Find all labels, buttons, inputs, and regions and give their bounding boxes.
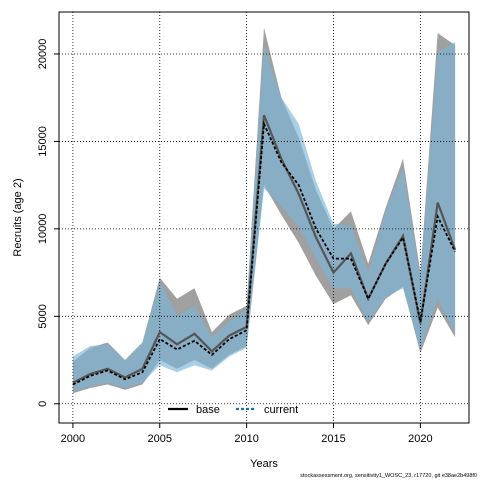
series-line-current <box>72 120 456 386</box>
x-tick-label-2020: 2020 <box>408 433 432 445</box>
y-axis: 0 5000 10000 15000 20000 <box>37 39 59 407</box>
legend-label-current: current <box>264 404 298 416</box>
y-tick-label-10000: 10000 <box>37 214 49 245</box>
x-tick-label-2015: 2015 <box>321 433 345 445</box>
x-tick-label-2005: 2005 <box>148 433 172 445</box>
x-tick-label-2000: 2000 <box>61 433 85 445</box>
plot-frame <box>58 11 470 424</box>
series-lines <box>72 114 457 386</box>
x-tick-label-2010: 2010 <box>234 433 258 445</box>
y-tick-label-15000: 15000 <box>37 126 49 157</box>
confidence-bands <box>72 27 456 394</box>
band-current <box>72 41 456 392</box>
x-axis: 2000 2005 2010 2015 2020 <box>61 423 433 445</box>
x-axis-title: Years <box>250 458 278 470</box>
series-line-base <box>72 114 457 384</box>
grid-lines <box>59 12 469 423</box>
legend-label-base: base <box>196 404 220 416</box>
y-tick-label-20000: 20000 <box>37 39 49 70</box>
y-tick-label-5000: 5000 <box>37 304 49 328</box>
y-axis-title: Recruits (age 2) <box>12 178 24 256</box>
y-tick-label-0: 0 <box>37 401 49 407</box>
footnote: stockassessment.org, sensitivity1_WOSC_2… <box>300 473 477 479</box>
legend: base current <box>168 404 298 416</box>
